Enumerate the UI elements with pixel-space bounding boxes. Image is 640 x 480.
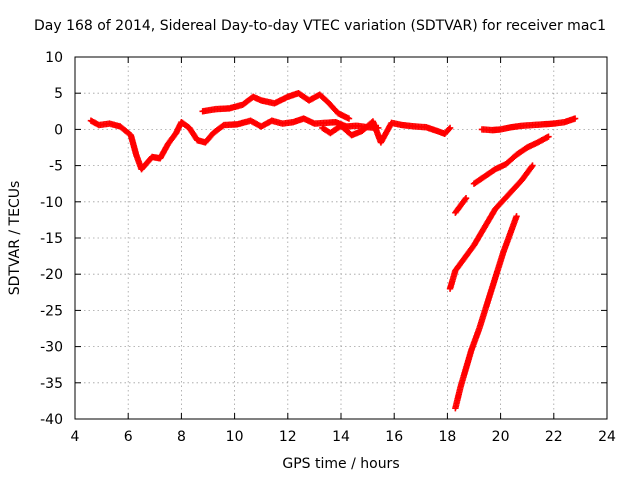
x-tick-label: 10 [226,429,244,445]
y-tick-label: -20 [40,267,63,283]
data-point [462,194,470,202]
data-point [513,213,520,220]
x-tick-label: 24 [598,429,616,445]
chart-title: Day 168 of 2014, Sidereal Day-to-day VTE… [33,18,607,34]
y-tick-label: -30 [40,340,63,356]
x-tick-labels: 4 6 8 10 12 14 16 18 20 22 24 [71,429,616,445]
series-arc-1 [87,115,382,173]
y-tick-label: -40 [40,412,63,428]
data-point [528,163,535,171]
x-tick-label: 18 [438,429,456,445]
y-axis-label: SDTVAR / TECUs [7,180,23,296]
series-arc-4 [478,115,579,134]
x-tick-label: 12 [279,429,297,445]
y-tick-labels: 10 5 0 -5 -10 -15 -20 -25 -30 -35 -40 [40,50,63,428]
data-point [571,115,579,122]
data-point [445,125,453,133]
series-arc-5 [470,133,552,187]
data-point [461,196,469,203]
data-marks [87,90,579,412]
x-axis-label: GPS time / hours [282,456,400,472]
grid-lines [75,57,607,419]
series-arc-8 [452,213,520,412]
series-arc-3 [319,118,454,146]
data-point [529,162,536,169]
data-point [446,124,454,132]
x-tick-label: 8 [177,429,186,445]
x-tick-label: 4 [71,429,80,445]
series-arc-6 [452,194,470,216]
y-tick-label: 0 [54,122,63,138]
x-tick-label: 22 [545,429,563,445]
x-tick-label: 20 [492,429,510,445]
data-point [545,133,552,140]
y-tick-label: -25 [40,303,63,319]
axis-ticks [74,56,608,420]
y-tick-label: -15 [40,231,63,247]
series-arc-2 [199,90,353,122]
y-tick-label: 5 [54,86,63,102]
x-tick-label: 16 [385,429,403,445]
y-tick-label: -10 [40,195,63,211]
y-tick-label: -35 [40,376,63,392]
series-arc-7 [446,162,536,292]
x-tick-label: 6 [124,429,133,445]
y-tick-label: -5 [49,159,63,175]
data-point [345,115,353,122]
x-tick-label: 14 [332,429,350,445]
y-tick-label: 10 [45,50,63,66]
